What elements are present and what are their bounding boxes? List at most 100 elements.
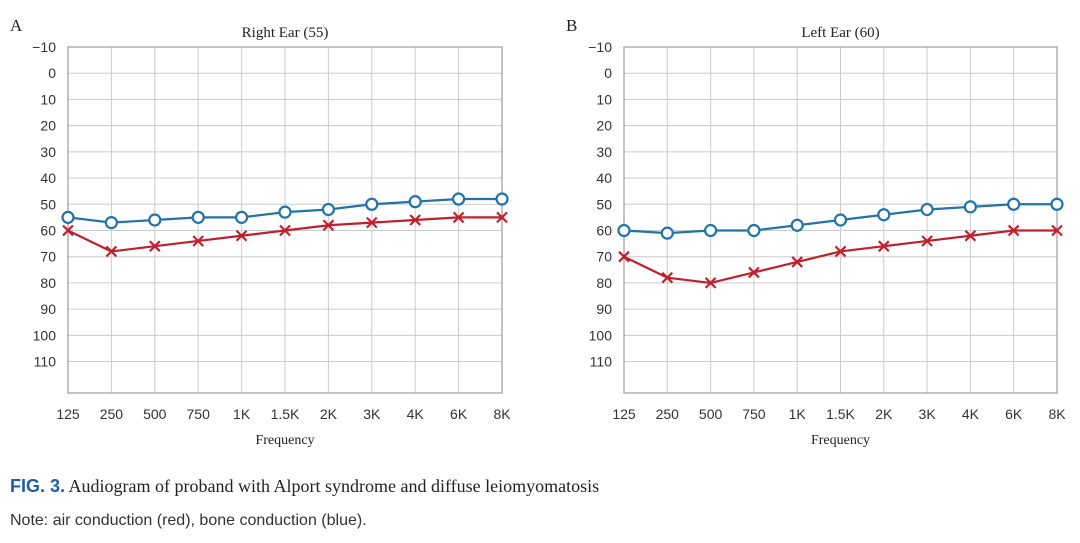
air-conduction-point (791, 256, 803, 268)
bone-conduction-point (920, 202, 934, 217)
air-conduction-point (496, 211, 508, 224)
air-conduction-point (322, 219, 335, 232)
x-marker-stroke (235, 229, 248, 242)
x-marker-stroke (1007, 224, 1020, 237)
panel-letter: B (566, 16, 577, 35)
bone-conduction-point (495, 192, 509, 206)
bone-conduction-point (278, 205, 292, 219)
x-marker-stroke (366, 216, 378, 229)
x-marker-stroke (62, 224, 74, 237)
plot-frame (623, 46, 1058, 394)
x-tick-label: 4K (407, 406, 425, 422)
x-tick-label: 1K (233, 406, 251, 422)
figure-caption-text: Audiogram of proband with Alport syndrom… (68, 476, 600, 496)
air-conduction-point (235, 229, 248, 242)
x-marker-stroke (409, 214, 421, 226)
x-marker-stroke (618, 250, 630, 263)
air-conduction-point (618, 250, 630, 263)
x-marker-stroke (878, 240, 890, 252)
x-tick-label: 500 (699, 406, 723, 422)
bone-conduction-point (1050, 197, 1064, 211)
chart-panel-left-ear: B Left Ear (60) −10 0 10 20 30 40 50 60 70 80 90 100 1… (566, 16, 1066, 448)
y-tick-label: 40 (596, 170, 612, 186)
bone-conduction-point (833, 213, 848, 227)
air-conduction-point (409, 214, 421, 226)
air-conduction-point (748, 266, 760, 279)
y-tick-label: 50 (40, 196, 56, 212)
air-conduction-point (921, 235, 933, 247)
bone-conduction-point (790, 218, 804, 232)
y-tick-label: 0 (604, 65, 612, 81)
bone-conduction-point (660, 226, 674, 240)
y-tick-label: 40 (40, 170, 56, 186)
y-tick-label: 110 (590, 354, 613, 370)
bone-conduction-point (148, 213, 162, 227)
air-conduction-point (62, 224, 74, 237)
y-tick-label: 90 (40, 301, 56, 317)
y-tick-label: 60 (40, 222, 56, 238)
x-tick-label: 750 (742, 406, 766, 422)
x-marker-stroke (704, 277, 717, 289)
y-tick-label: 20 (40, 118, 56, 134)
x-tick-label: 6K (450, 406, 468, 422)
y-tick-label: 70 (40, 249, 56, 265)
y-tick-label: 50 (596, 196, 612, 212)
air-conduction-point (1007, 224, 1020, 237)
x-tick-label: 1K (789, 406, 807, 422)
figure-label: FIG. 3. (10, 476, 66, 496)
x-marker-stroke (921, 235, 933, 247)
chart-panel-right-ear: A Right Ear (55) −10 0 10 20 30 40 50 60 70 80 90 100… (10, 16, 511, 448)
bone-conduction-point (321, 202, 335, 217)
bone-conduction-point (235, 210, 249, 224)
y-tick-label: 80 (596, 275, 612, 291)
x-marker-stroke (1051, 224, 1063, 237)
y-tick-label: 100 (33, 327, 57, 343)
panel-title: Right Ear (55) (242, 25, 329, 41)
y-tick-label: 70 (596, 249, 612, 265)
air-conduction-point (452, 211, 465, 224)
x-marker-stroke (279, 224, 291, 237)
air-conduction-point (279, 224, 291, 237)
figure-note: Note: air conduction (red), bone conduct… (10, 512, 367, 529)
x-tick-label: 4K (962, 406, 980, 422)
air-conduction-point (964, 229, 977, 242)
air-conduction-point (1051, 224, 1063, 237)
y-tick-label: 30 (40, 144, 56, 160)
panel-letter: A (10, 16, 23, 35)
x-tick-label: 3K (363, 406, 381, 422)
x-tick-label: 750 (187, 406, 211, 422)
bone-conduction-point (61, 210, 75, 224)
x-tick-label: 1.5K (271, 406, 300, 422)
y-tick-label: 100 (589, 327, 613, 343)
y-tick-label: 110 (34, 354, 57, 370)
bone-conduction-point (1007, 197, 1021, 211)
x-marker-stroke (149, 240, 161, 252)
y-tick-label: 80 (40, 275, 56, 291)
bone-conduction-point (703, 223, 718, 238)
air-conduction-point (661, 271, 674, 284)
x-tick-label: 125 (612, 406, 636, 422)
x-tick-label: 8K (1048, 406, 1066, 422)
bone-conduction-point (191, 210, 205, 224)
bone-conduction-point (747, 223, 761, 238)
x-marker-stroke (964, 229, 977, 242)
x-axis-label: Frequency (255, 433, 314, 448)
x-marker-stroke (192, 235, 204, 247)
bone-conduction-point (963, 200, 978, 214)
x-marker-stroke (791, 256, 803, 268)
x-marker-stroke (496, 211, 508, 224)
air-conduction-point (878, 240, 890, 252)
air-conduction-point (704, 277, 717, 289)
y-tick-label: 90 (596, 301, 612, 317)
panel-title: Left Ear (60) (801, 25, 879, 41)
air-conduction-point (192, 235, 204, 247)
bone-conduction-point (452, 192, 466, 206)
bone-conduction-point (877, 208, 891, 222)
x-tick-label: 500 (143, 406, 167, 422)
bone-conduction-point (408, 195, 422, 209)
bone-conduction-point (617, 223, 631, 238)
y-tick-label: 60 (596, 222, 612, 238)
x-marker-stroke (322, 219, 335, 232)
x-axis-label: Frequency (811, 433, 870, 448)
figure-caption: FIG. 3. Audiogram of proband with Alport… (10, 476, 1070, 497)
